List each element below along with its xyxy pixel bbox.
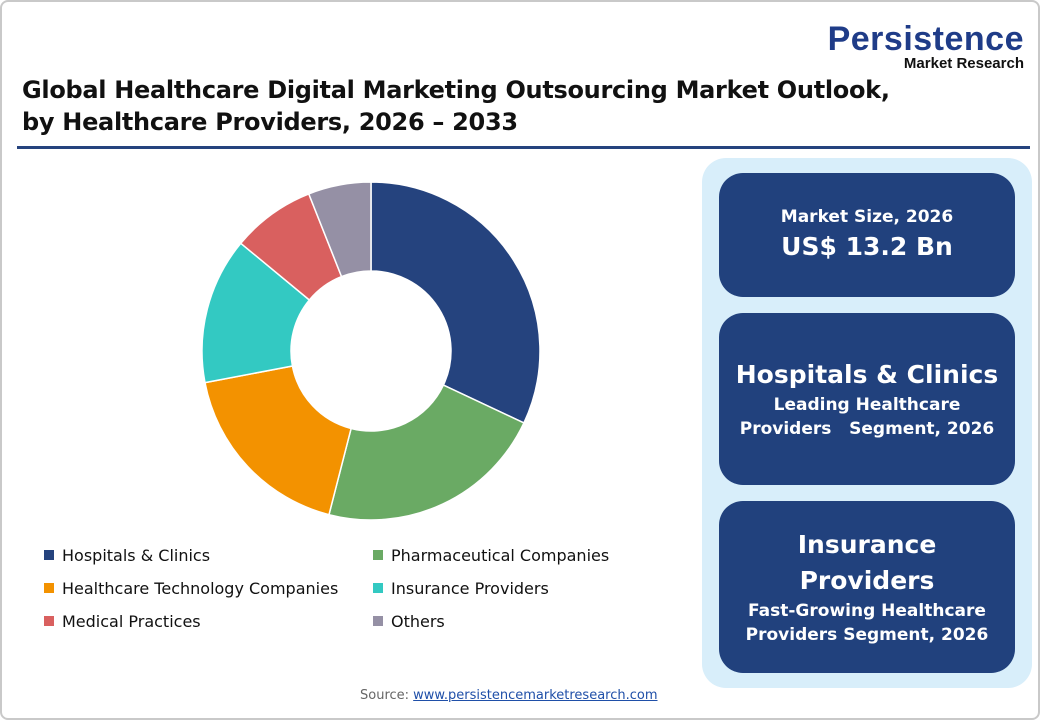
fastest-segment-line1: Fast-Growing Healthcare — [748, 601, 986, 621]
source-label: Source: — [360, 688, 414, 703]
market-size-value: US$ 13.2 Bn — [781, 232, 953, 261]
leading-segment-line2: Providers Segment, 2026 — [739, 419, 995, 439]
legend-item: Healthcare Technology Companies — [44, 579, 338, 598]
market-size-label: Market Size, 2026 — [780, 207, 954, 227]
legend-label: Insurance Providers — [391, 579, 549, 598]
legend-item: Hospitals & Clinics — [44, 546, 210, 565]
legend-swatch — [373, 583, 383, 593]
legend-swatch — [373, 616, 383, 626]
logo-line1: Persistence — [827, 20, 1024, 58]
chart-title: Global Healthcare Digital Marketing Outs… — [22, 74, 890, 138]
legend-label: Medical Practices — [62, 612, 201, 631]
legend-swatch — [44, 616, 54, 626]
title-line2: by Healthcare Providers, 2026 – 2033 — [22, 108, 518, 136]
legend-label: Pharmaceutical Companies — [391, 546, 610, 565]
source-note: Source: www.persistencemarketresearch.co… — [360, 688, 658, 703]
fastest-segment-line2: Providers Segment, 2026 — [745, 625, 989, 645]
title-line1: Global Healthcare Digital Marketing Outs… — [22, 76, 890, 104]
donut-slice-pharmaceutical-companies — [328, 384, 525, 521]
legend-swatch — [373, 550, 383, 560]
legend-item: Pharmaceutical Companies — [373, 546, 609, 565]
donut-slice-others — [307, 181, 372, 278]
legend-label: Others — [391, 612, 445, 631]
donut-slice-healthcare-technology-companies — [204, 365, 353, 516]
market-size-card: Market Size, 2026 US$ 13.2 Bn — [719, 173, 1015, 297]
leading-segment-title: Hospitals & Clinics — [735, 360, 999, 389]
legend-swatch — [44, 583, 54, 593]
donut-chart — [201, 181, 541, 521]
legend-item: Others — [373, 612, 445, 631]
legend-label: Hospitals & Clinics — [62, 546, 211, 565]
fastest-segment-title2: Providers — [799, 566, 935, 595]
legend-swatch — [44, 550, 54, 560]
persistence-logo: Persistence Market Research — [828, 22, 1024, 72]
fastest-segment-title1: Insurance — [797, 530, 937, 559]
source-link[interactable]: www.persistencemarketresearch.com — [413, 688, 658, 703]
highlights-panel: Market Size, 2026 US$ 13.2 Bn Hospitals … — [702, 158, 1032, 688]
title-divider — [17, 146, 1030, 149]
donut-slice-hospitals-clinics — [370, 181, 541, 424]
legend-item: Medical Practices — [44, 612, 201, 631]
legend-label: Healthcare Technology Companies — [62, 579, 339, 598]
leading-segment-line1: Leading Healthcare — [773, 395, 961, 415]
leading-segment-card: Hospitals & Clinics Leading Healthcare P… — [719, 313, 1015, 485]
logo-line2: Market Research — [903, 55, 1024, 72]
fastest-segment-card: Insurance Providers Fast-Growing Healthc… — [719, 501, 1015, 673]
legend-item: Insurance Providers — [373, 579, 549, 598]
